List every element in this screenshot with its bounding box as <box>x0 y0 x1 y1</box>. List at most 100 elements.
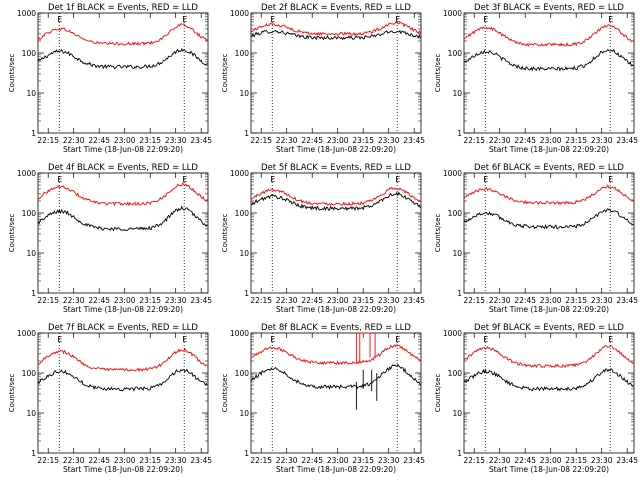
x-axis-label: Start Time (18-Jun-08 22:09:20) <box>489 465 609 474</box>
x-tick-label: 22:15 <box>250 136 272 145</box>
x-tick-label: 22:15 <box>37 296 59 305</box>
x-tick-label: 23:00 <box>327 296 349 305</box>
panel-title: Det 3f BLACK = Events, RED = LLD <box>474 3 624 13</box>
x-tick-label: 22:30 <box>489 296 511 305</box>
events-series-line <box>37 205 208 232</box>
detector-panel-4: Det 4f BLACK = Events, RED = LLD 1 10 100 10… <box>8 163 212 314</box>
x-axis-label: Start Time (18-Jun-08 22:09:20) <box>63 145 183 154</box>
y-axis-label: Counts/sec <box>221 214 229 253</box>
detector-panel-8: Det 8f BLACK = Events, RED = LLD 1 10 100 10… <box>221 323 425 474</box>
detector-panel-2: Det 2f BLACK = Events, RED = LLD 1 10 100 10… <box>221 3 425 154</box>
y-tick-label: 1000 <box>230 169 249 178</box>
x-tick-label: 22:30 <box>276 456 298 465</box>
x-tick-label: 22:45 <box>514 456 536 465</box>
lld-series-line <box>250 21 421 37</box>
eclipse-marker-label: E <box>395 15 400 24</box>
y-tick-label: 10 <box>26 249 36 258</box>
x-tick-label: 23:30 <box>591 456 613 465</box>
y-tick-label: 1000 <box>443 169 462 178</box>
x-tick-label: 23:00 <box>327 136 349 145</box>
x-tick-label: 23:45 <box>190 296 212 305</box>
x-tick-label: 23:00 <box>114 296 136 305</box>
y-axis-label: Counts/sec <box>8 374 16 413</box>
y-tick-label: 100 <box>22 49 37 58</box>
x-tick-label: 23:00 <box>114 136 136 145</box>
plot-frame <box>463 172 635 294</box>
y-tick-label: 1000 <box>230 329 249 338</box>
x-tick-label: 22:15 <box>463 456 485 465</box>
x-tick-label: 23:15 <box>139 136 161 145</box>
panel-title: Det 2f BLACK = Events, RED = LLD <box>261 3 411 13</box>
panel-title: Det 7f BLACK = Events, RED = LLD <box>48 323 198 333</box>
events-series-line <box>250 29 421 41</box>
x-tick-label: 23:15 <box>352 136 374 145</box>
y-tick-label: 100 <box>448 209 463 218</box>
y-tick-label: 100 <box>448 369 463 378</box>
plot-frame <box>37 332 209 454</box>
eclipse-marker-label: E <box>608 335 613 344</box>
y-tick-label: 1 <box>244 129 249 138</box>
y-axis-label: Counts/sec <box>434 214 442 253</box>
y-tick-label: 1 <box>244 289 249 298</box>
x-tick-label: 23:45 <box>616 296 638 305</box>
eclipse-marker-label: E <box>608 175 613 184</box>
events-series-line <box>250 191 421 212</box>
x-tick-label: 23:15 <box>565 456 587 465</box>
eclipse-marker-label: E <box>270 15 275 24</box>
x-tick-label: 23:30 <box>378 456 400 465</box>
x-axis-label: Start Time (18-Jun-08 22:09:20) <box>63 305 183 314</box>
lld-series-line <box>463 184 634 206</box>
detector-panel-3: Det 3f BLACK = Events, RED = LLD 1 10 100 10… <box>434 3 638 154</box>
lld-series-line <box>37 23 208 46</box>
x-tick-label: 22:30 <box>276 136 298 145</box>
eclipse-marker-label: E <box>182 15 187 24</box>
lld-series-line <box>250 186 421 206</box>
x-tick-label: 22:15 <box>37 456 59 465</box>
x-tick-label: 23:30 <box>165 456 187 465</box>
x-tick-label: 22:45 <box>88 296 110 305</box>
y-axis-label: Counts/sec <box>8 54 16 93</box>
panel-title: Det 5f BLACK = Events, RED = LLD <box>261 163 411 173</box>
x-tick-label: 22:45 <box>88 136 110 145</box>
y-tick-label: 10 <box>26 89 36 98</box>
eclipse-marker-label: E <box>395 175 400 184</box>
y-tick-label: 10 <box>452 89 462 98</box>
x-tick-label: 22:30 <box>489 456 511 465</box>
x-tick-label: 23:00 <box>114 456 136 465</box>
lld-series-line <box>250 344 421 366</box>
x-tick-label: 22:45 <box>514 296 536 305</box>
eclipse-marker-label: E <box>270 335 275 344</box>
eclipse-marker-label: E <box>57 175 62 184</box>
eclipse-marker-label: E <box>483 175 488 184</box>
x-tick-label: 22:15 <box>250 296 272 305</box>
x-tick-label: 22:30 <box>63 456 85 465</box>
x-tick-label: 22:45 <box>301 136 323 145</box>
y-tick-label: 1000 <box>443 329 462 338</box>
eclipse-marker-label: E <box>182 175 187 184</box>
y-tick-label: 1 <box>244 449 249 458</box>
x-tick-label: 22:30 <box>63 136 85 145</box>
eclipse-marker-label: E <box>395 335 400 344</box>
plot-frame <box>37 12 209 134</box>
y-axis-label: Counts/sec <box>434 54 442 93</box>
y-axis-label: Counts/sec <box>221 374 229 413</box>
detector-panel-5: Det 5f BLACK = Events, RED = LLD 1 10 100 10… <box>221 163 425 314</box>
panel-title: Det 9f BLACK = Events, RED = LLD <box>474 323 624 333</box>
x-tick-label: 22:15 <box>463 136 485 145</box>
y-tick-label: 1000 <box>17 9 36 18</box>
plot-frame <box>250 332 422 454</box>
lld-series-line <box>37 182 208 207</box>
panel-title: Det 8f BLACK = Events, RED = LLD <box>261 323 411 333</box>
x-tick-label: 23:45 <box>190 456 212 465</box>
detector-panel-6: Det 6f BLACK = Events, RED = LLD 1 10 100 10… <box>434 163 638 314</box>
plot-frame <box>463 332 635 454</box>
x-tick-label: 23:15 <box>565 136 587 145</box>
x-tick-label: 23:30 <box>165 136 187 145</box>
x-tick-label: 23:45 <box>616 136 638 145</box>
y-tick-label: 10 <box>452 409 462 418</box>
x-tick-label: 23:45 <box>403 456 425 465</box>
events-series-line <box>463 48 634 72</box>
y-tick-label: 1 <box>31 129 36 138</box>
panel-title: Det 6f BLACK = Events, RED = LLD <box>474 163 624 173</box>
y-tick-label: 1 <box>457 129 462 138</box>
